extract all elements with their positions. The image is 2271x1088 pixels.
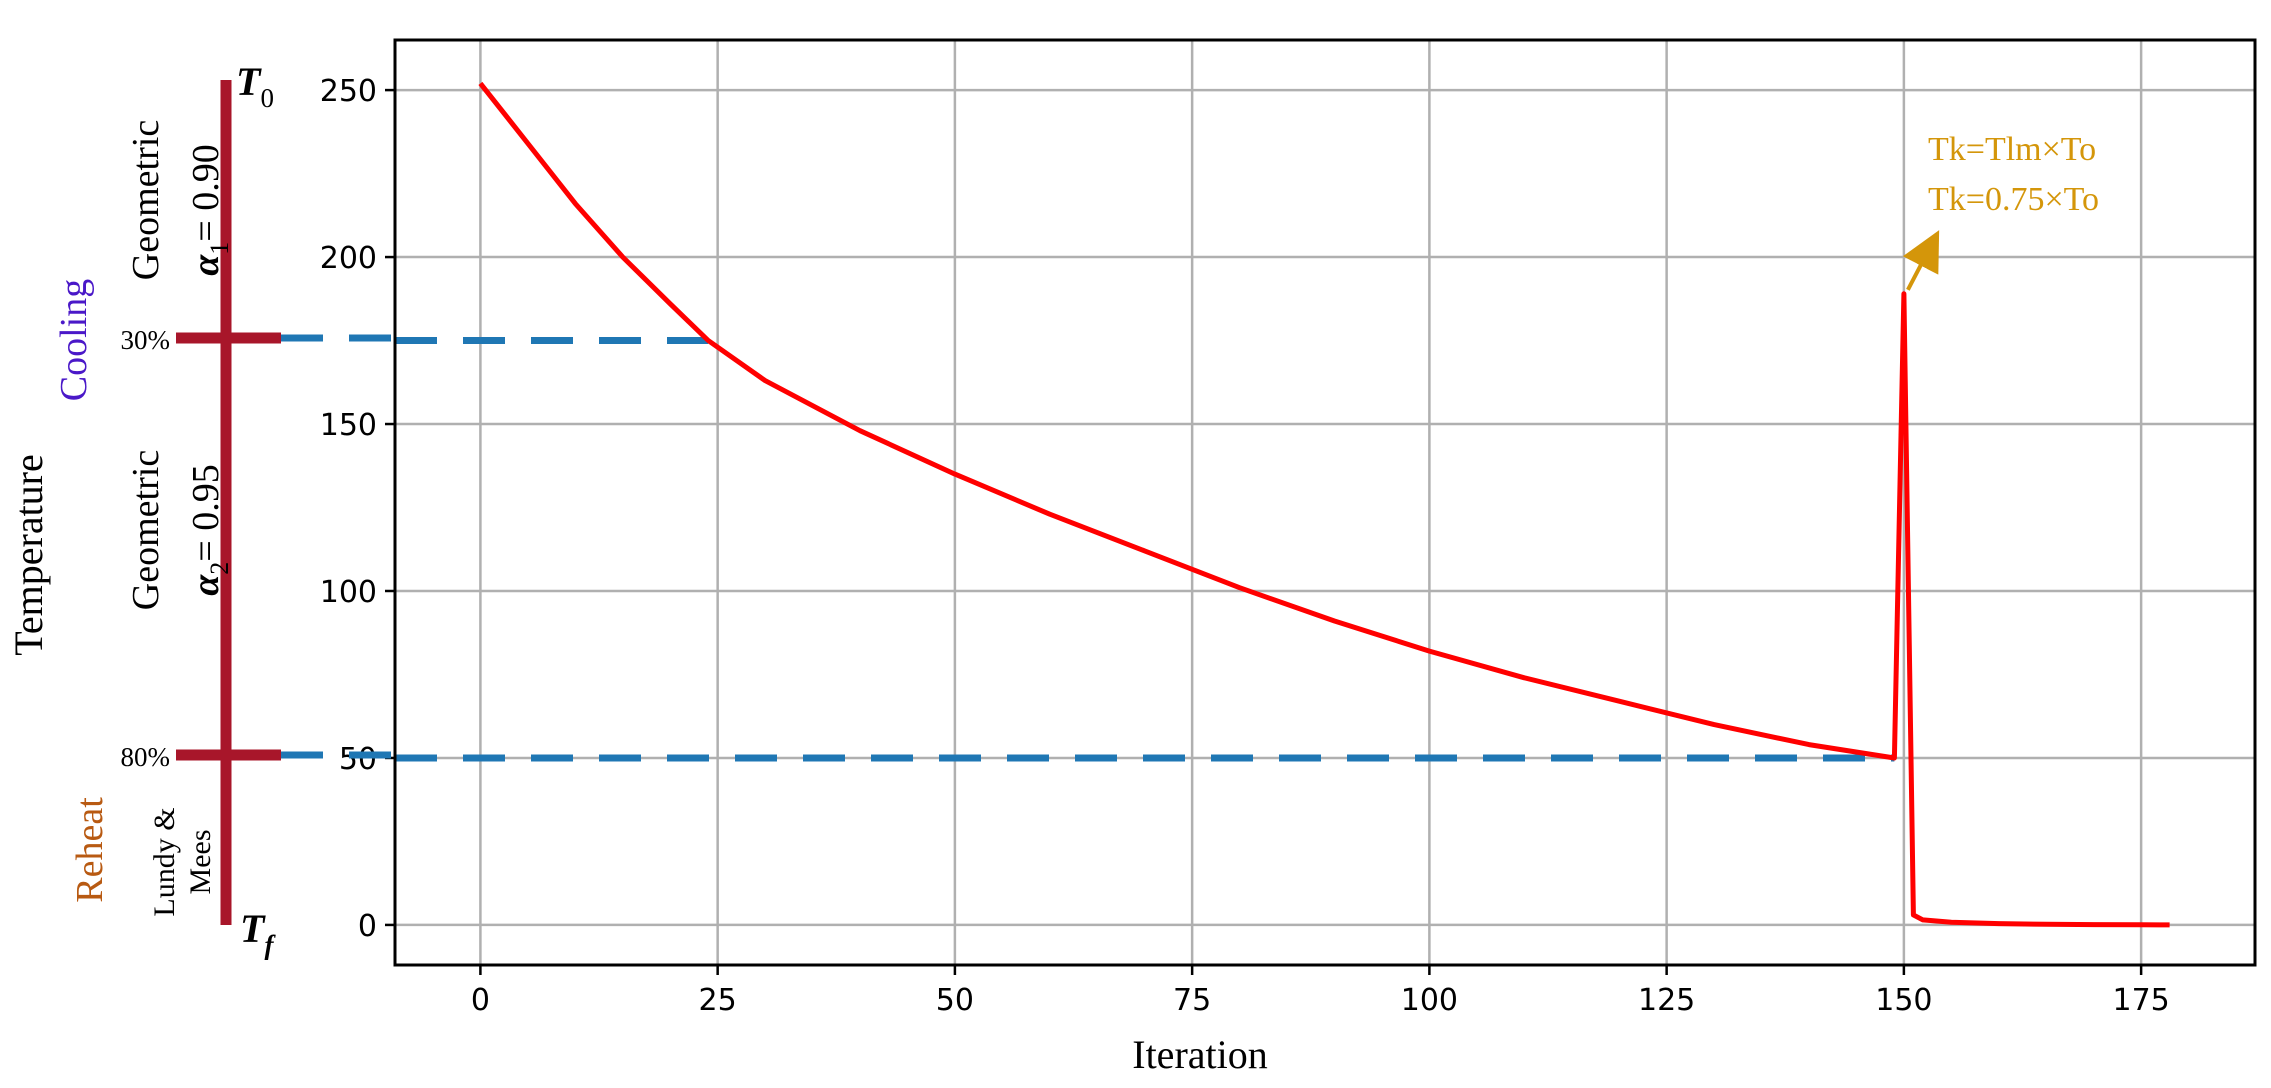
cooling2-alpha: α2= 0.95 — [185, 464, 234, 595]
marker-30-label: 30% — [121, 325, 171, 355]
reheat-annotation: Tk=Tlm×To Tk=0.75×To — [1902, 131, 2099, 291]
reheat-method-line2: Mees — [184, 830, 217, 895]
cooling-label: Cooling — [53, 279, 95, 401]
t0-label: T0 — [236, 59, 274, 113]
x-axis-label: Iteration — [1132, 1032, 1268, 1077]
x-tick-label: 75 — [1173, 983, 1211, 1018]
tf-label: Tf — [240, 906, 276, 960]
x-tick-label: 25 — [699, 983, 737, 1018]
tick-labels: 0 25 50 75 100 125 150 175 0 50 100 150 200 250 — [320, 74, 2170, 1018]
x-tick-label: 150 — [1875, 983, 1932, 1018]
cooling2-method: Geometric — [125, 450, 167, 610]
y-tick-label: 150 — [320, 408, 377, 443]
phase-scale: T0 Tf 30% 80% Cooling Reheat Geometric α… — [53, 59, 395, 960]
reference-lines — [395, 337, 1895, 762]
x-tick-label: 100 — [1401, 983, 1458, 1018]
x-tick-label: 0 — [471, 983, 490, 1018]
y-tick-label: 100 — [320, 575, 377, 610]
annotation-line-2: Tk=0.75×To — [1928, 181, 2099, 218]
y-tick-label: 200 — [320, 241, 377, 276]
temperature-curve — [478, 81, 2170, 928]
cooling1-method: Geometric — [125, 120, 167, 280]
reheat-label: Reheat — [69, 797, 111, 903]
x-tick-label: 125 — [1638, 983, 1695, 1018]
annotation-arrow — [1902, 230, 1940, 291]
grid — [395, 40, 2255, 965]
x-tick-label: 50 — [936, 983, 974, 1018]
y-tick-label: 250 — [320, 74, 377, 109]
y-tick-label: 0 — [358, 909, 377, 944]
plot-frame — [393, 38, 2257, 967]
reheat-method-line1: Lundy & — [148, 807, 181, 916]
cooling1-alpha: α1= 0.90 — [185, 144, 234, 275]
x-tick-label: 175 — [2112, 983, 2169, 1018]
y-tick-label: 50 — [339, 742, 377, 777]
marker-80-label: 80% — [121, 742, 171, 772]
curve-layer — [478, 81, 2170, 928]
annotation-line-1: Tk=Tlm×To — [1928, 131, 2096, 168]
y-axis-label: Temperature — [6, 454, 51, 656]
